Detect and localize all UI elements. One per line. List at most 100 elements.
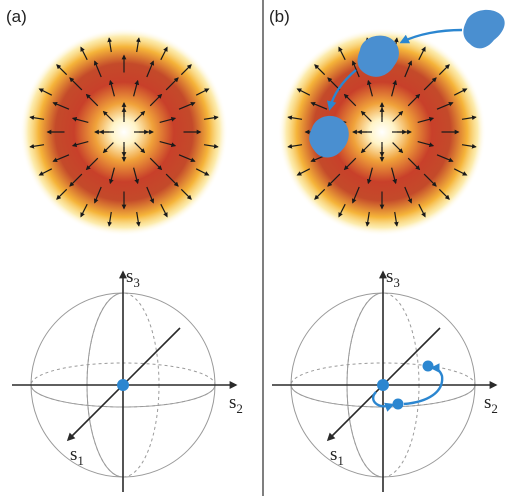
polarization-arrow-a: [180, 188, 192, 200]
stokes-point-upper-b: [422, 360, 434, 372]
polarization-arrow-a: [38, 88, 53, 96]
polarization-arrow-a: [195, 88, 210, 96]
polarization-arrow-a: [52, 101, 70, 110]
panel-a-label: (a): [6, 7, 27, 26]
polarization-arrow-b: [423, 173, 437, 187]
polarization-arrow-b: [461, 115, 477, 121]
axis-s3-label-b: s3: [386, 266, 400, 290]
polarization-arrow-a: [160, 46, 168, 61]
polarization-arrow-a: [29, 143, 45, 149]
polarization-arrow-a: [133, 167, 140, 185]
polarization-arrow-b: [436, 101, 454, 110]
polarization-arrow-a: [56, 188, 68, 200]
polarization-arrow-b: [417, 141, 435, 148]
polarization-arrow-b: [393, 211, 399, 227]
polarization-arrow-b: [287, 115, 303, 121]
panel-a: (a) s3 s2 s1: [6, 7, 243, 492]
polarization-arrow-a: [135, 211, 141, 227]
polarization-arrow-b: [338, 46, 346, 61]
polarization-arrow-b: [438, 188, 450, 200]
axis-s2-label-a: s2: [229, 392, 243, 416]
polarization-arrows-a: [29, 37, 219, 227]
polarization-arrow-a: [178, 154, 196, 163]
polarization-arrow-a: [71, 141, 89, 148]
polarization-arrow-b: [461, 143, 477, 149]
polarization-arrow-b: [391, 79, 398, 97]
polarization-arrow-a: [149, 157, 163, 171]
stokes-point-a: [117, 379, 129, 391]
poincare-sphere-b: s3 s2 s1: [272, 266, 498, 492]
polarization-arrow-a: [108, 79, 115, 97]
polarization-arrow-b: [418, 46, 426, 61]
polarization-arrow-a: [56, 64, 68, 76]
polarization-arrow-b: [436, 154, 454, 163]
polarization-arrow-a: [85, 157, 99, 171]
polarization-arrow-b: [365, 211, 371, 227]
polarization-arrow-b: [351, 186, 360, 204]
polarization-arrow-a: [159, 116, 177, 123]
stokes-trajectory-1: [371, 391, 395, 412]
polarization-arrow-b: [404, 60, 413, 78]
polarization-arrow-b: [314, 188, 326, 200]
panel-b-label: (b): [269, 7, 290, 26]
polarization-arrow-a: [133, 79, 140, 97]
polarization-arrow-a: [93, 186, 102, 204]
polarization-arrow-a: [93, 60, 102, 78]
polarization-arrow-b: [407, 157, 421, 171]
polarization-arrow-a: [165, 77, 179, 91]
axis-s2-label-b: s2: [484, 392, 498, 416]
poincare-sphere-a: s3 s2 s1: [12, 266, 243, 492]
stokes-point-lower-b: [392, 398, 404, 410]
polarization-arrow-b: [366, 79, 373, 97]
polarization-arrow-a: [52, 154, 70, 163]
polarization-arrow-a: [160, 203, 168, 218]
polarization-arrow-b: [314, 64, 326, 76]
polarization-arrow-a: [80, 203, 88, 218]
polarization-arrow-a: [102, 110, 114, 122]
polarization-arrow-b: [418, 203, 426, 218]
polarization-arrow-b: [296, 88, 311, 96]
polarization-arrow-a: [71, 116, 89, 123]
polarization-arrow-a: [178, 101, 196, 110]
stokes-trajectory-2: [403, 363, 444, 406]
polarization-arrow-a: [29, 115, 45, 121]
polarization-arrow-a: [195, 168, 210, 176]
polarization-arrow-b: [438, 64, 450, 76]
axis-s3-label-a: s3: [126, 266, 140, 290]
particle-path-arrow-1: [399, 28, 463, 44]
polarization-arrow-b: [360, 142, 372, 154]
polarization-arrow-a: [146, 186, 155, 204]
particle-middle: [357, 35, 399, 77]
polarization-arrow-b: [366, 167, 373, 185]
polarization-arrow-b: [453, 168, 468, 176]
polarization-arrow-b: [423, 77, 437, 91]
polarization-arrow-a: [85, 93, 99, 107]
polarization-arrow-a: [180, 64, 192, 76]
polarization-arrow-b: [360, 110, 372, 122]
polarization-arrow-a: [102, 142, 114, 154]
polarization-arrow-a: [134, 110, 146, 122]
polarization-arrow-b: [327, 173, 341, 187]
polarization-arrow-b: [391, 167, 398, 185]
polarization-arrow-b: [310, 101, 328, 110]
polarization-arrow-b: [392, 142, 404, 154]
polarization-arrow-a: [165, 173, 179, 187]
polarization-arrow-b: [417, 116, 435, 123]
polarization-arrow-b: [343, 157, 357, 171]
polarization-arrow-a: [108, 167, 115, 185]
polarization-arrow-a: [135, 37, 141, 53]
polarization-arrow-a: [159, 141, 177, 148]
polarization-arrow-a: [149, 93, 163, 107]
particle-top-right: [463, 9, 505, 49]
polarization-arrow-b: [392, 110, 404, 122]
axis-s1-label-a: s1: [70, 444, 84, 468]
polarization-arrow-b: [287, 143, 303, 149]
polarization-arrow-b: [453, 88, 468, 96]
polarization-arrow-a: [146, 60, 155, 78]
polarization-arrow-a: [69, 77, 83, 91]
polarization-arrow-b: [407, 93, 421, 107]
polarization-arrow-b: [351, 60, 360, 78]
polarization-arrow-a: [80, 46, 88, 61]
